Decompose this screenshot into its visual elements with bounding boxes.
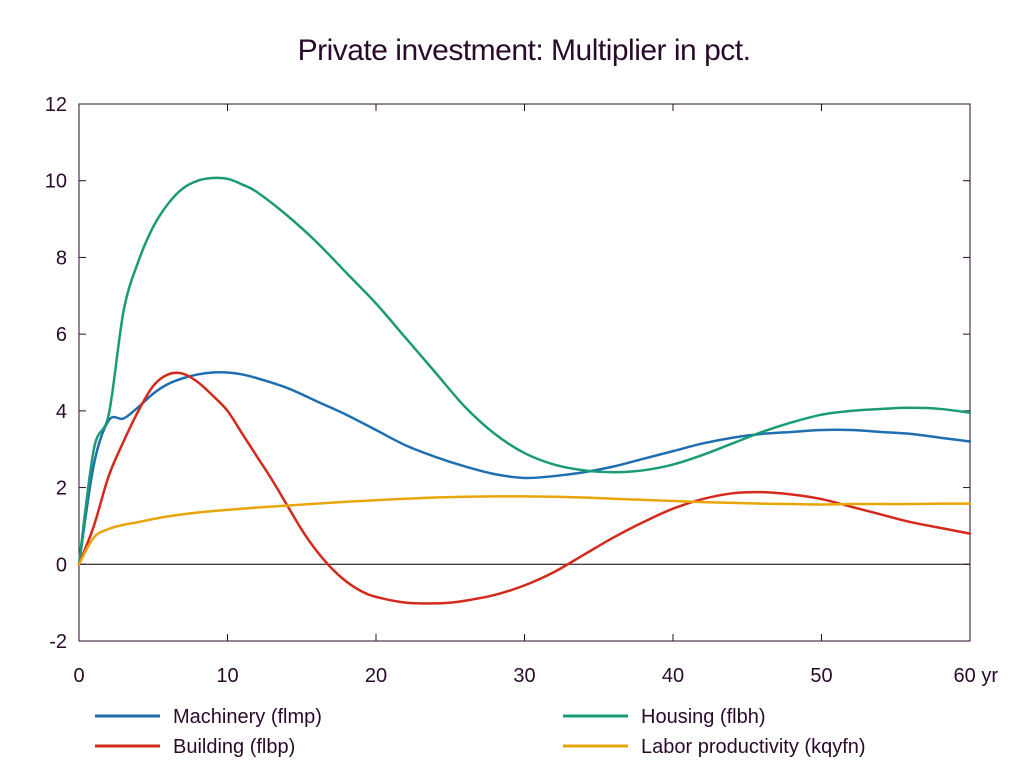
series-line-housing-flbh xyxy=(77,176,972,566)
legend-label: Machinery (flmp) xyxy=(173,706,322,728)
y-tick-label: 8 xyxy=(56,247,67,269)
axis-ticks: -2 0 2 4 6 8 10 12 0 10 20 30 40 50 60 yr xyxy=(45,94,999,687)
x-tick-label: 10 xyxy=(216,665,238,687)
x-tick-label: 20 xyxy=(365,665,387,687)
x-tick-label: 0 xyxy=(73,665,84,687)
series-line-labor-productivity-kqyfn xyxy=(77,495,972,566)
series-line-machinery-flmp xyxy=(77,371,972,566)
series-lines xyxy=(77,176,972,605)
y-tick-label: 6 xyxy=(56,324,67,346)
x-tick-label: 50 xyxy=(810,665,832,687)
chart-title: Private investment: Multiplier in pct. xyxy=(298,34,751,67)
y-tick-label: 10 xyxy=(45,171,67,193)
legend-label: Labor productivity (kqyfn) xyxy=(641,736,866,758)
x-tick-label: 60 yr xyxy=(954,665,999,687)
y-tick-label: 4 xyxy=(56,401,67,423)
legend: Machinery (flmp) Housing (flbh) Building (… xyxy=(95,706,866,758)
x-tick-label: 40 xyxy=(662,665,684,687)
y-tick-label: 12 xyxy=(45,94,67,116)
x-tick-label: 30 xyxy=(513,665,535,687)
y-tick-label: -2 xyxy=(49,631,67,653)
series-line-building-flbp xyxy=(77,371,972,605)
y-tick-label: 0 xyxy=(56,554,67,576)
y-tick-label: 2 xyxy=(56,478,67,500)
legend-label: Building (flbp) xyxy=(173,736,295,758)
legend-label: Housing (flbh) xyxy=(641,706,766,728)
